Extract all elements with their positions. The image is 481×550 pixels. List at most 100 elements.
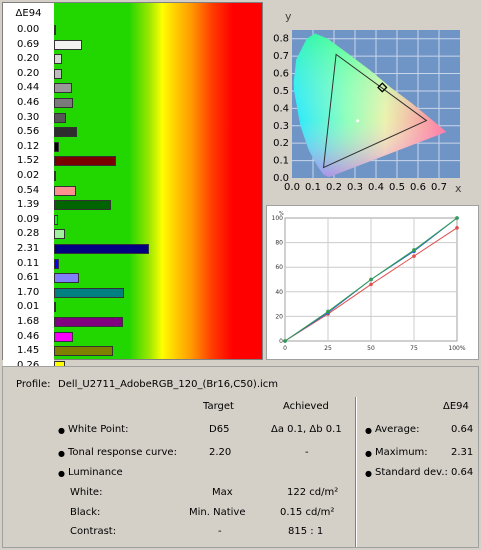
delta-e-value: 0.20 — [3, 52, 54, 67]
white-point-label: White Point: — [68, 424, 129, 435]
white-point-bullet: ● — [58, 426, 65, 435]
black-luminance-label: Black: — [70, 507, 101, 518]
cie-y-tick: 0.2 — [273, 138, 289, 149]
tone-series-point — [412, 254, 416, 258]
tone-series-point — [369, 277, 373, 282]
delta-e-bar — [54, 25, 56, 35]
delta-e-value: 0.00 — [3, 23, 54, 38]
tone-y-tick: 20 — [275, 313, 283, 320]
delta-e-value: 1.39 — [3, 198, 54, 213]
spectral-locus-overlay — [293, 33, 447, 178]
contrast-target: - — [218, 526, 222, 537]
cie-x-tick: 0.6 — [410, 182, 426, 193]
delta-e-value: 0.11 — [3, 256, 54, 272]
delta-e-row: 0.69 — [3, 37, 262, 53]
delta-e-panel: ΔE94 0.00 0.69 0.20 0.20 0.44 0.46 0.30 0.56 0.1… — [2, 2, 263, 374]
delta-e-column-header: ΔE94 — [443, 401, 469, 412]
cie-x-tick: 0.5 — [389, 182, 405, 193]
tonal-bullet: ● — [58, 449, 65, 458]
cie-x-axis-label: x — [455, 182, 462, 195]
delta-e-bar — [54, 112, 67, 123]
cie-x-tick: 0.1 — [305, 182, 321, 193]
delta-e-row: 0.54 — [3, 183, 262, 199]
delta-e-bar — [54, 346, 114, 357]
profile-name: Dell_U2711_AdobeRGB_120_(Br16,C50).icm — [58, 379, 279, 390]
delta-e-row: 1.70 — [3, 285, 262, 301]
profile-label: Profile: — [16, 379, 51, 390]
tone-y-tick: 40 — [275, 289, 283, 296]
delta-e-value: 0.28 — [3, 227, 54, 242]
delta-e-row: 0.44 — [3, 81, 262, 96]
info-divider — [355, 397, 357, 547]
delta-e-value: 0.46 — [3, 96, 54, 111]
delta-e-value: 0.09 — [3, 212, 54, 228]
delta-e-bar — [54, 68, 63, 79]
delta-e-bar — [54, 141, 59, 152]
delta-e-row: 1.68 — [3, 315, 262, 330]
average-bullet: ● — [365, 426, 372, 435]
delta-e-row: 0.20 — [3, 52, 262, 67]
delta-e-value: 0.20 — [3, 66, 54, 82]
delta-e-row: 1.45 — [3, 344, 262, 359]
delta-e-bar — [54, 156, 117, 167]
average-value: 0.64 — [451, 424, 474, 435]
black-luminance-achieved: 0.15 cd/m² — [280, 507, 335, 518]
delta-e-bar — [54, 39, 83, 50]
tone-y-tick: 60 — [275, 264, 283, 271]
delta-e-row: 0.02 — [3, 169, 262, 184]
delta-e-row: 0.56 — [3, 125, 262, 140]
contrast-achieved: 815 : 1 — [288, 526, 324, 537]
delta-e-value: 0.01 — [3, 300, 54, 315]
white-point-achieved: Δa 0.1, Δb 0.1 — [271, 424, 342, 435]
delta-e-row: 0.00 — [3, 23, 262, 38]
delta-e-bar — [54, 54, 63, 65]
delta-e-bar — [54, 287, 124, 298]
maximum-value: 2.31 — [451, 447, 474, 458]
delta-e-value: 0.30 — [3, 110, 54, 126]
delta-e-bar — [54, 302, 56, 313]
average-label: Average: — [375, 424, 420, 435]
cie-y-axis-label: y — [285, 10, 292, 23]
delta-e-value: 0.46 — [3, 329, 54, 345]
delta-e-bar — [54, 331, 73, 342]
stddev-bullet: ● — [365, 469, 372, 478]
cie-x-tick: 0.0 — [284, 182, 300, 193]
tone-series-point — [455, 226, 459, 230]
delta-e-value: 1.52 — [3, 154, 54, 169]
delta-e-bar — [54, 244, 149, 254]
stddev-value: 0.64 — [451, 467, 474, 478]
delta-e-value: 0.61 — [3, 271, 54, 286]
delta-e-row: 0.46 — [3, 329, 262, 345]
luminance-label: Luminance — [68, 467, 123, 478]
tone-series-point — [412, 248, 416, 252]
tone-y-tick: 100 — [272, 215, 284, 222]
tone-x-tick: 75 — [410, 345, 418, 352]
tone-y-tick: 0 — [279, 338, 283, 345]
target-column-header: Target — [203, 401, 234, 412]
tone-y-tick: 80 — [275, 240, 283, 247]
cie-x-tick: 0.2 — [326, 182, 342, 193]
cie-y-tick: 0.3 — [273, 121, 289, 132]
delta-e-row: 1.52 — [3, 154, 262, 169]
tone-series-point — [369, 282, 373, 287]
delta-e-bar — [54, 273, 79, 284]
delta-e-bar — [54, 98, 73, 108]
white-point-target: D65 — [209, 424, 230, 435]
chromaticity-svg: 0.0 0.1 0.2 0.3 0.4 0.5 0.6 0.7 0.0 0.1 0.2 0.3 0.4 0… — [273, 10, 462, 195]
chromaticity-chart: 0.0 0.1 0.2 0.3 0.4 0.5 0.6 0.7 0.0 0.1 0.2 0.3 0.4 0… — [266, 2, 479, 202]
cie-x-tick: 0.7 — [431, 182, 447, 193]
delta-e-bar — [54, 83, 73, 94]
tone-x-tick: 100% — [448, 345, 465, 352]
gamut-triangle — [322, 53, 428, 169]
cie-y-tick: 0.0 — [273, 173, 289, 184]
tone-x-tick: 50 — [367, 345, 375, 352]
delta-e-row: 0.09 — [3, 212, 262, 228]
delta-e-value: 0.54 — [3, 183, 54, 199]
delta-e-bar — [54, 200, 111, 211]
delta-e-bar — [54, 229, 66, 240]
tonal-response-target: 2.20 — [209, 447, 232, 458]
info-panel: Profile: Dell_U2711_AdobeRGB_120_(Br16,C… — [2, 366, 479, 548]
contrast-label: Contrast: — [70, 526, 117, 537]
delta-e-row: 2.31 — [3, 242, 262, 257]
